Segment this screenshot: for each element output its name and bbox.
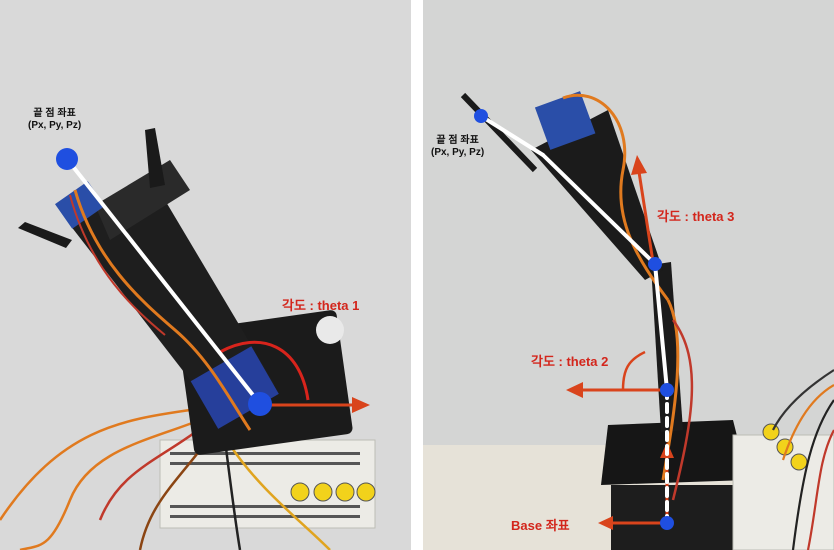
endpoint-coordinate-label: 끝 점 좌표 (Px, Py, Pz)	[28, 108, 81, 132]
right-photo-illustration	[423, 0, 834, 550]
right-photo-panel: 끝 점 좌표 (Px, Py, Pz) 각도 : theta 3 각도 : th…	[423, 0, 834, 550]
endpoint-coordinate-label: 끝 점 좌표 (Px, Py, Pz)	[431, 135, 484, 159]
theta3-label: 각도 : theta 3	[657, 209, 735, 224]
panel-divider	[411, 0, 423, 550]
yellow-buttons	[290, 482, 376, 502]
joint3-marker	[648, 257, 662, 271]
left-photo-illustration	[0, 0, 411, 550]
endpoint-marker	[474, 109, 488, 123]
theta1-arc	[219, 340, 310, 401]
joint2-marker	[660, 383, 674, 397]
gripper	[18, 128, 165, 248]
base-marker	[660, 516, 674, 530]
theta3-arrow	[631, 155, 655, 263]
endpoint-marker	[56, 148, 78, 170]
arm-link-line	[65, 157, 262, 406]
endpoint-label-line2: (Px, Py, Pz)	[431, 147, 485, 158]
base-coordinate-label: Base 좌표	[511, 518, 570, 533]
endpoint-label-line1: 끝 점 좌표	[33, 108, 76, 119]
theta1-label: 각도 : theta 1	[282, 298, 360, 313]
robot-base	[601, 420, 748, 550]
theta2-arrow	[566, 350, 667, 398]
theta2-label: 각도 : theta 2	[531, 354, 609, 369]
base-joint-marker	[248, 392, 272, 416]
arm-link-lines	[479, 114, 669, 525]
endpoint-label-line1: 끝 점 좌표	[436, 135, 479, 146]
endpoint-label-line2: (Px, Py, Pz)	[28, 120, 82, 131]
theta1-arrow	[262, 397, 370, 413]
left-photo-panel: 끝 점 좌표 (Px, Py, Pz) 각도 : theta 1	[0, 0, 411, 550]
gripper-bar	[460, 92, 538, 173]
